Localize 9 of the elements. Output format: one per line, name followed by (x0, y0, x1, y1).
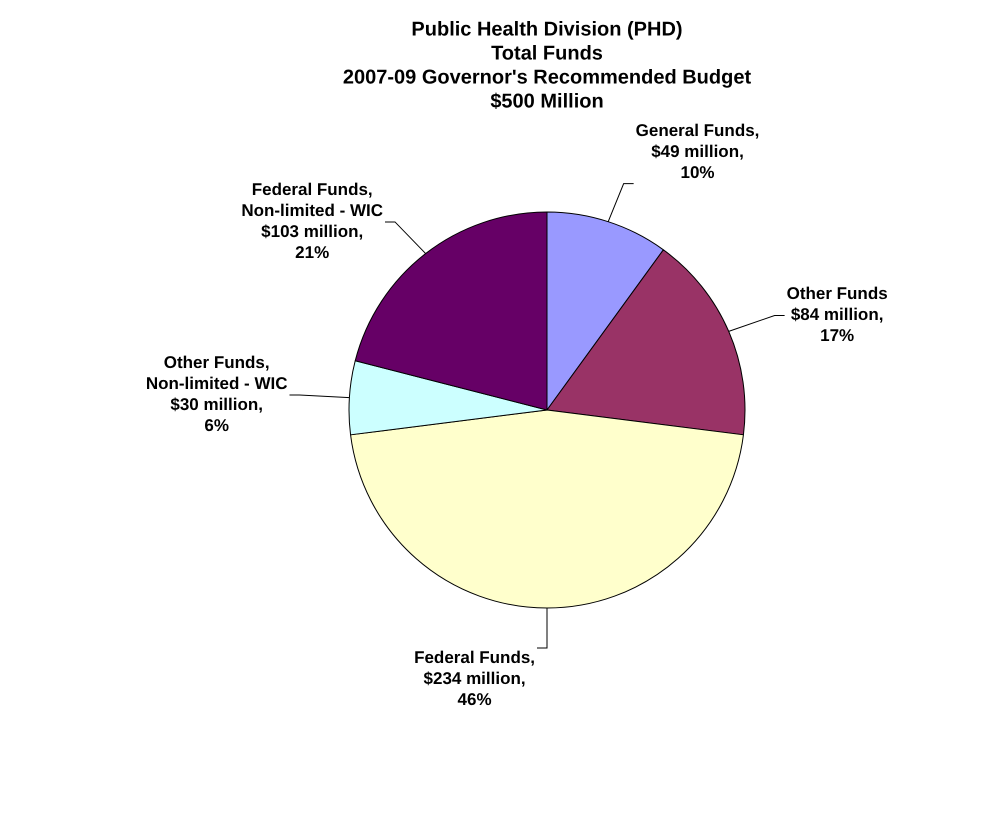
text: Public Health Division (PHD) (411, 18, 683, 41)
slice-label: General Funds, $49 million, 10% (636, 120, 760, 182)
text: $500 Million (490, 90, 604, 113)
slice-label: Federal Funds, $234 million, 46% (414, 648, 536, 710)
text: Total Funds (491, 42, 603, 65)
slice-label: Other Funds, Non-limited - WIC $30 million, 6% (146, 353, 288, 436)
slice-label: Federal Funds, Non-limited - WIC $103 million, 21% (241, 180, 384, 262)
slice-label: Other Funds $84 million, 17% (786, 284, 888, 346)
text: 2007-09 Governor's Recommended Budget (342, 66, 752, 89)
